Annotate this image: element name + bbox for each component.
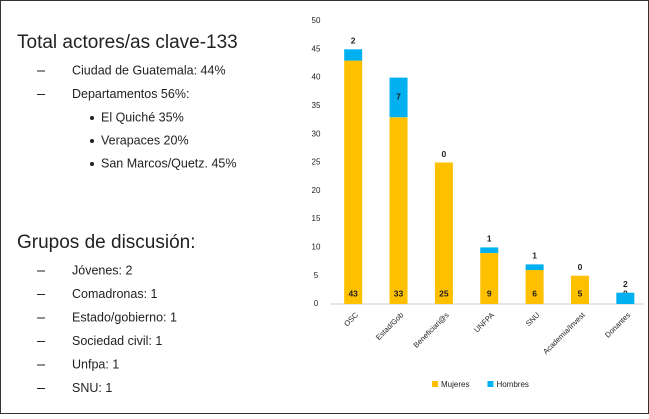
y-tick-label: 10 [312, 243, 321, 252]
legend-swatch [432, 381, 438, 387]
list-item: Sociedad civil: 1 [72, 334, 162, 348]
data-label: 33 [394, 288, 404, 298]
list-item: Jóvenes: 2 [72, 263, 133, 277]
heading: Total actores/as clave-133 [17, 32, 238, 53]
data-label: 0 [578, 262, 583, 272]
list-item: Estado/gobierno: 1 [72, 310, 177, 324]
data-label: 0 [442, 149, 447, 159]
y-tick-label: 0 [314, 299, 319, 308]
legend-label: Hombres [496, 380, 528, 389]
y-tick-label: 40 [312, 73, 321, 82]
bar-segment [480, 253, 499, 304]
legend-swatch [487, 381, 494, 387]
data-label: 7 [396, 92, 401, 102]
bar-segment [389, 77, 408, 118]
data-label: 1 [532, 251, 537, 261]
text-panel: Total actores/as clave-133 Ciudad de Guat… [17, 32, 238, 395]
y-tick-label: 50 [312, 16, 321, 25]
bar-segment [525, 270, 544, 304]
y-tick-label: 45 [312, 44, 321, 53]
sub-item: Verapaces 20% [101, 133, 189, 147]
data-label: 5 [578, 288, 583, 298]
bar-segment [389, 117, 408, 304]
data-label: 2 [351, 36, 356, 46]
y-tick-label: 15 [312, 214, 321, 223]
bullet [90, 116, 94, 120]
heading: Grupos de discusión: [17, 232, 196, 253]
data-label: 1 [487, 234, 492, 244]
bullet [90, 162, 94, 166]
data-label: 6 [532, 288, 537, 298]
bar-segment [434, 162, 453, 304]
sub-item: San Marcos/Quetz. 45% [101, 156, 236, 170]
y-tick-label: 5 [314, 271, 319, 280]
bar-segment [480, 247, 499, 254]
bar-segment [616, 292, 635, 304]
y-tick-label: 25 [312, 158, 321, 167]
bar-segment [344, 60, 363, 305]
bar-segment [344, 49, 363, 61]
bar-segment [570, 275, 589, 304]
sub-item: El Quiché 35% [101, 110, 184, 124]
data-label: 9 [487, 288, 492, 298]
data-label: 25 [439, 288, 449, 298]
list-item: Unfpa: 1 [72, 357, 119, 371]
list-item: Comadronas: 1 [72, 287, 158, 301]
y-tick-label: 30 [312, 129, 321, 138]
data-label: 2 [623, 279, 628, 289]
bullet [90, 139, 94, 143]
y-tick-label: 20 [312, 186, 321, 195]
y-tick-label: 35 [312, 101, 321, 110]
list-item: SNU: 1 [72, 381, 112, 395]
legend-label: Mujeres [441, 380, 469, 389]
list-item: Ciudad de Guatemala: 44% [72, 63, 226, 77]
data-label: 43 [348, 288, 358, 298]
bar-segment [525, 264, 544, 271]
list-item: Departamentos 56%: [72, 87, 189, 101]
